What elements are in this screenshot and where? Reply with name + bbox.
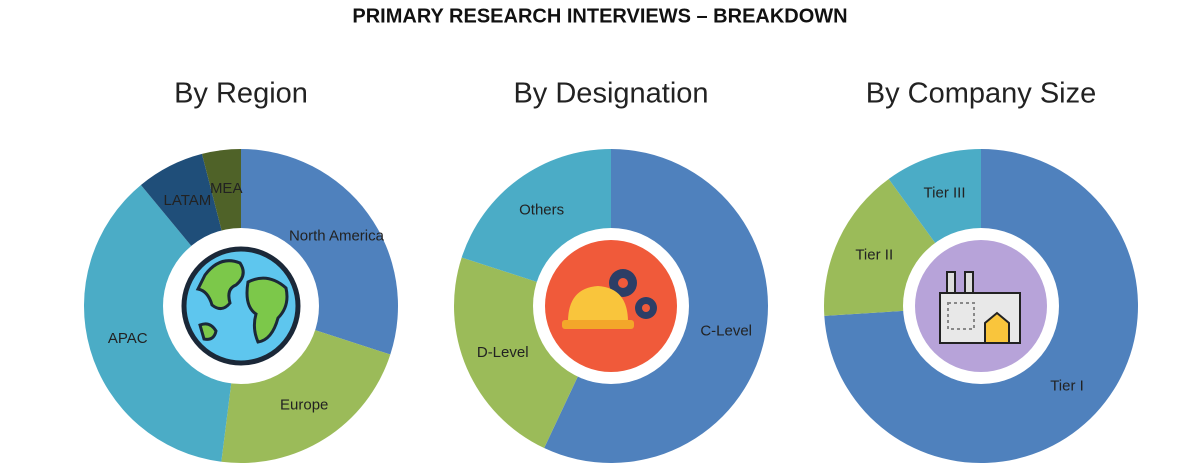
slice-label: LATAM xyxy=(164,192,212,209)
slice-label: Others xyxy=(519,202,564,219)
slice xyxy=(84,185,242,462)
globe-icon xyxy=(163,228,319,384)
slice-label: C-Level xyxy=(700,323,752,340)
slice-label: APAC xyxy=(108,330,148,347)
chart-subtitle: By Company Size xyxy=(866,78,1097,110)
slice-label: MEA xyxy=(210,180,243,197)
factory-icon xyxy=(903,228,1059,384)
helmet-icon xyxy=(533,228,689,384)
slice-label: D-Level xyxy=(477,344,529,361)
chart-subtitle: By Designation xyxy=(513,78,708,110)
slice-label: Tier III xyxy=(924,185,966,202)
slice-label: Tier I xyxy=(1050,378,1084,395)
main-title: PRIMARY RESEARCH INTERVIEWS – BREAKDOWN xyxy=(352,5,847,27)
chart-subtitle: By Region xyxy=(174,78,308,110)
slice-label: Tier II xyxy=(855,247,893,264)
slice-label: Europe xyxy=(280,397,328,414)
slice-label: North America xyxy=(289,228,385,245)
